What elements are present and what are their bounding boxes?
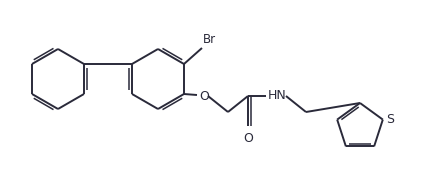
Text: Br: Br <box>203 33 216 46</box>
Text: O: O <box>198 90 208 103</box>
Text: O: O <box>243 132 252 145</box>
Text: S: S <box>385 113 393 126</box>
Text: HN: HN <box>267 88 286 101</box>
